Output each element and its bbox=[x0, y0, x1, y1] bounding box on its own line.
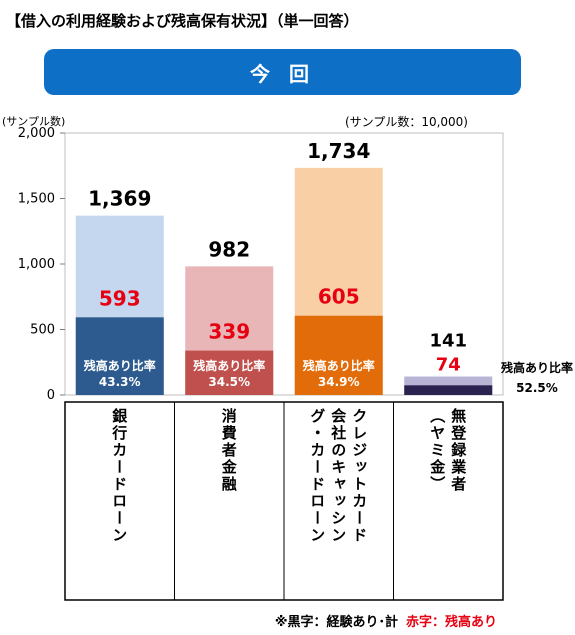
footnote-black: ※黒字：経験あり･計 bbox=[274, 615, 398, 630]
category-label: クレジットカード 会社のキャッシン グ・カードローン bbox=[284, 402, 394, 606]
ratio-value-label: 52.5% bbox=[516, 381, 558, 395]
ratio-title-label: 残高あり比率 bbox=[193, 358, 265, 373]
bar-balance bbox=[404, 385, 493, 395]
y-axis-label: (サンプル数) bbox=[2, 115, 66, 128]
footnote-red: 赤字：残高あり bbox=[405, 615, 497, 630]
category-label-text: 無登録業者 （ヤミ金） bbox=[428, 408, 468, 493]
y-tick-label: 1,500 bbox=[18, 192, 55, 207]
ratio-value-label: 34.9% bbox=[318, 375, 360, 389]
ratio-value-label: 43.3% bbox=[99, 375, 141, 389]
category-label-text: 銀行カードローン bbox=[110, 408, 129, 544]
bar-balance bbox=[185, 350, 274, 395]
balance-data-label: 339 bbox=[208, 320, 250, 344]
total-data-label: 1,369 bbox=[88, 187, 151, 211]
y-tick-label: 1,000 bbox=[18, 257, 55, 272]
ratio-value-label: 34.5% bbox=[208, 375, 250, 389]
y-tick-label: 500 bbox=[30, 323, 55, 338]
category-label: 消費者金融 bbox=[175, 402, 285, 606]
category-label-text: クレジットカード 会社のキャッシン グ・カードローン bbox=[308, 408, 369, 544]
period-banner: 今 回 bbox=[44, 49, 521, 95]
y-tick-label: 0 bbox=[47, 388, 55, 403]
balance-data-label: 74 bbox=[436, 355, 461, 376]
ratio-title-label: 残高あり比率 bbox=[303, 358, 375, 373]
chart-title: 【借入の利用経験および残高保有状況】（単一回答） bbox=[6, 12, 359, 30]
total-data-label: 1,734 bbox=[307, 139, 370, 163]
category-label: 銀行カードローン bbox=[65, 402, 175, 606]
bar-balance bbox=[75, 317, 164, 395]
category-label-text: 消費者金融 bbox=[219, 408, 238, 493]
balance-data-label: 605 bbox=[318, 285, 360, 309]
bar-balance bbox=[294, 315, 383, 395]
sample-size-label: (サンプル数：10,000) bbox=[345, 115, 468, 129]
y-tick-label: 2,000 bbox=[18, 126, 55, 141]
footnote: ※黒字：経験あり･計 赤字：残高あり bbox=[275, 611, 497, 630]
ratio-title-label: 残高あり比率 bbox=[84, 358, 156, 373]
total-data-label: 141 bbox=[429, 331, 467, 352]
balance-data-label: 593 bbox=[99, 286, 141, 310]
total-data-label: 982 bbox=[208, 237, 250, 261]
ratio-title-label: 残高あり比率 bbox=[501, 360, 573, 375]
category-label: 無登録業者 （ヤミ金） bbox=[394, 402, 504, 606]
